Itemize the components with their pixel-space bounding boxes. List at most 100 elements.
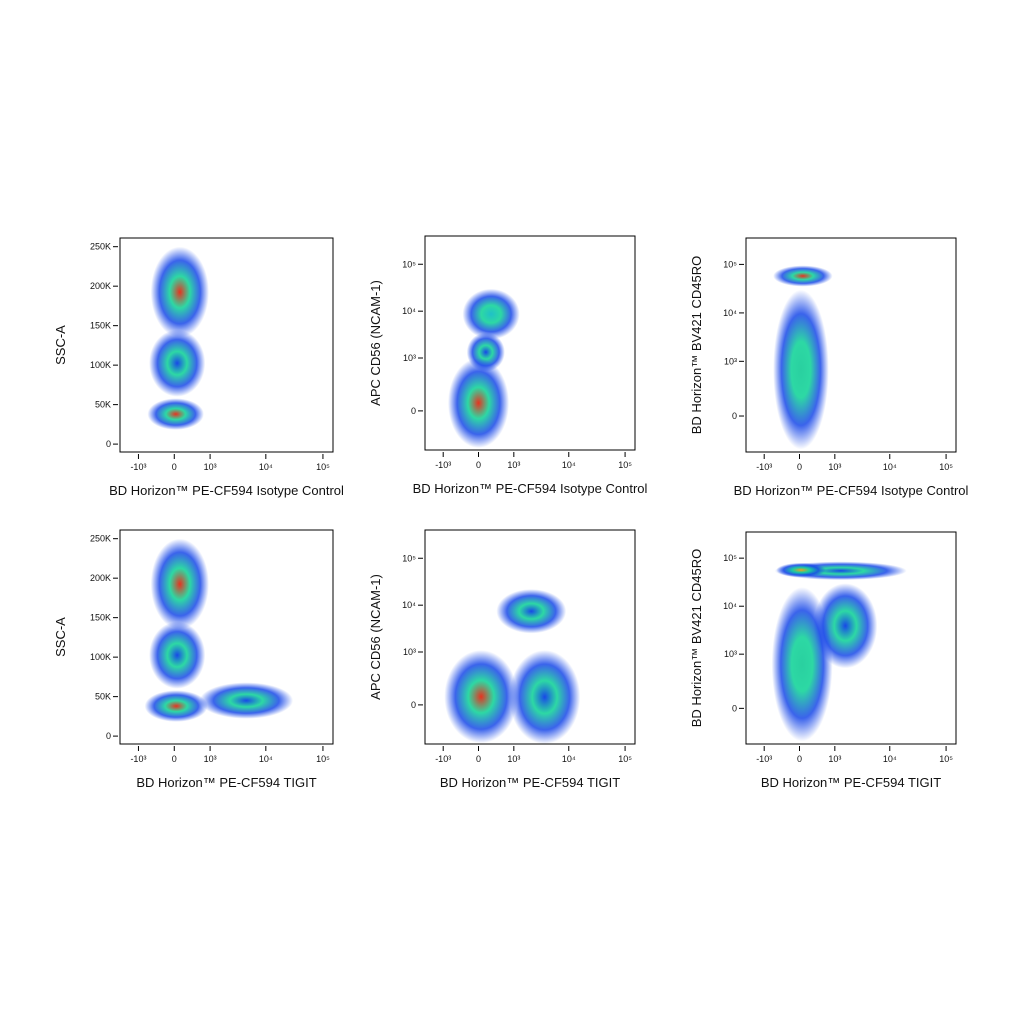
y-tick-label: 200K [90, 573, 111, 583]
x-tick-label: 10⁴ [883, 754, 897, 764]
y-axis-title: SSC-A [53, 325, 68, 365]
y-tick-label: 10⁵ [402, 553, 416, 563]
x-tick-label: 10⁵ [316, 462, 330, 472]
y-axis-title: APC CD56 (NCAM-1) [368, 574, 383, 700]
y-axis-title: BD Horizon™ BV421 CD45RO [689, 256, 704, 434]
x-axis-title: BD Horizon™ PE-CF594 Isotype Control [413, 481, 648, 496]
y-tick-label: 10⁵ [723, 553, 737, 563]
population [771, 587, 833, 742]
x-tick-label: 10³ [204, 754, 217, 764]
x-tick-label: 10³ [828, 754, 841, 764]
y-tick-label: 10³ [724, 649, 737, 659]
density-layer [144, 538, 294, 722]
y-tick-label: 10⁵ [723, 259, 737, 269]
population [150, 538, 209, 630]
x-axis-title: BD Horizon™ PE-CF594 TIGIT [440, 775, 620, 790]
x-tick-label: -10³ [756, 754, 772, 764]
x-tick-label: -10³ [435, 754, 451, 764]
y-tick-label: 10³ [403, 353, 416, 363]
x-tick-label: 0 [476, 460, 481, 470]
x-tick-label: 10³ [204, 462, 217, 472]
y-tick-label: 200K [90, 281, 111, 291]
population [150, 246, 209, 338]
y-tick-label: 0 [106, 731, 111, 741]
y-tick-label: 10⁴ [402, 306, 416, 316]
y-tick-label: 0 [411, 406, 416, 416]
x-tick-label: 10⁴ [259, 462, 273, 472]
x-tick-label: 10³ [507, 754, 520, 764]
x-tick-label: 10⁵ [316, 754, 330, 764]
plot-frame [424, 235, 636, 451]
y-tick-label: 10⁴ [723, 308, 737, 318]
y-tick-label: 250K [90, 534, 111, 544]
y-tick-label: 100K [90, 652, 111, 662]
y-tick-label: 10⁵ [402, 259, 416, 269]
x-tick-label: 0 [172, 754, 177, 764]
y-tick-label: 0 [732, 411, 737, 421]
x-tick-label: -10³ [435, 460, 451, 470]
x-tick-label: 10⁵ [939, 754, 953, 764]
population [147, 398, 204, 430]
plot-panel: -10³ 0 10³ 10⁴ 10⁵ 0 10³ 10⁴ 10⁵ BD Horizon™ PE-C… [368, 529, 636, 790]
x-tick-label: 10⁵ [939, 462, 953, 472]
x-tick-label: 10³ [507, 460, 520, 470]
population [444, 650, 518, 744]
plot-panel: -10³ 0 10³ 10⁴ 10⁵ 0 10³ 10⁴ 10⁵ BD Horizon™ PE-C… [368, 235, 648, 496]
plot-panel: -10³ 0 10³ 10⁴ 10⁵ 0 10³ 10⁴ 10⁵ BD Horizon™ PE-C… [689, 237, 969, 498]
x-tick-label: 10⁵ [618, 460, 632, 470]
population [199, 682, 294, 719]
y-tick-label: 100K [90, 360, 111, 370]
density-layer [147, 246, 209, 430]
y-axis-title: BD Horizon™ BV421 CD45RO [689, 549, 704, 727]
y-tick-label: 0 [732, 703, 737, 713]
population [773, 289, 829, 450]
y-tick-label: 150K [90, 613, 111, 623]
population [447, 357, 510, 448]
y-axis-title: SSC-A [53, 617, 68, 657]
population [144, 690, 208, 722]
x-axis-title: BD Horizon™ PE-CF594 TIGIT [761, 775, 941, 790]
y-tick-label: 10³ [724, 356, 737, 366]
y-tick-label: 250K [90, 242, 111, 252]
x-tick-label: 0 [797, 462, 802, 472]
plot-frame [745, 531, 957, 745]
population [773, 265, 833, 287]
x-tick-label: -10³ [130, 754, 146, 764]
y-tick-label: 150K [90, 321, 111, 331]
plot-panel: -10³ 0 10³ 10⁴ 10⁵ 0 50K 100K 150K 200K 250K BD Hor… [53, 529, 334, 790]
plot-frame [119, 529, 334, 745]
plot-panel: -10³ 0 10³ 10⁴ 10⁵ 0 50K 100K 150K 200K 250K BD Hor… [53, 237, 344, 498]
y-tick-label: 50K [95, 400, 111, 410]
x-axis-title: BD Horizon™ PE-CF594 Isotype Control [734, 483, 969, 498]
x-tick-label: 10⁴ [562, 460, 576, 470]
plot-frame [745, 237, 957, 453]
population [149, 621, 206, 689]
x-tick-label: 10³ [828, 462, 841, 472]
y-tick-label: 50K [95, 692, 111, 702]
density-layer [444, 589, 581, 744]
density-layer [447, 288, 520, 448]
y-axis-title: APC CD56 (NCAM-1) [368, 280, 383, 406]
plot-panel: -10³ 0 10³ 10⁴ 10⁵ 0 10³ 10⁴ 10⁵ BD Horizon™ PE-C… [689, 531, 957, 790]
x-tick-label: -10³ [756, 462, 772, 472]
x-tick-label: 0 [172, 462, 177, 472]
x-tick-label: -10³ [130, 462, 146, 472]
y-tick-label: 0 [106, 439, 111, 449]
x-axis-title: BD Horizon™ PE-CF594 TIGIT [136, 775, 316, 790]
plot-frame [119, 237, 334, 453]
x-tick-label: 0 [476, 754, 481, 764]
density-layer [771, 561, 907, 742]
plot-frame [424, 529, 636, 745]
x-tick-label: 10⁴ [883, 462, 897, 472]
population [776, 562, 826, 578]
y-tick-label: 0 [411, 700, 416, 710]
population [149, 329, 206, 397]
x-axis-title: BD Horizon™ PE-CF594 Isotype Control [109, 483, 344, 498]
y-tick-label: 10⁴ [402, 600, 416, 610]
x-tick-label: 10⁴ [562, 754, 576, 764]
x-tick-label: 0 [797, 754, 802, 764]
population [462, 288, 520, 340]
population [496, 589, 567, 634]
population [509, 650, 581, 744]
